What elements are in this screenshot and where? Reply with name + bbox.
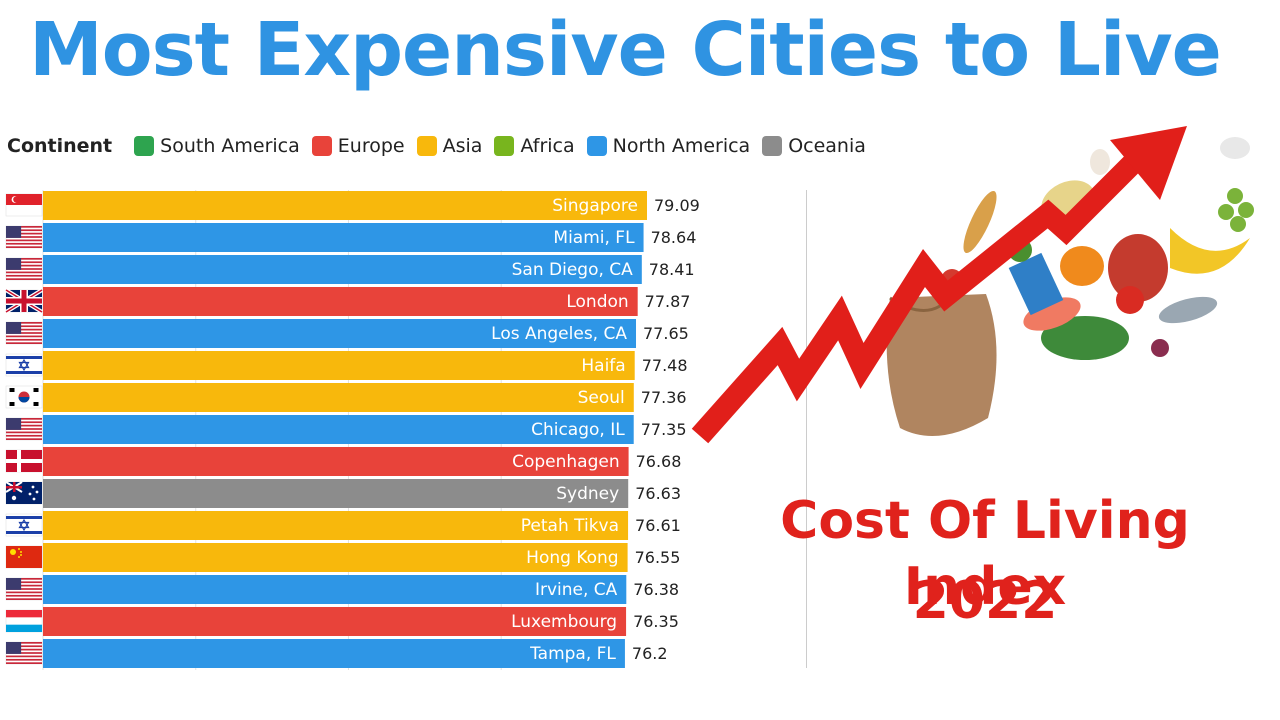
legend-label: Europe — [337, 135, 405, 157]
bar-chart: Singapore 79.09 Miami, FL 78.64 San Diego, C… — [4, 190, 700, 670]
value-label: 77.48 — [642, 356, 688, 375]
legend-label: Asia — [442, 135, 483, 157]
rising-prices-illustration — [691, 126, 1254, 444]
bar-label: London — [566, 292, 628, 312]
legend-label: South America — [160, 135, 300, 157]
bar-label: Miami, FL — [553, 228, 635, 248]
legend-title: Continent — [7, 135, 113, 157]
bar — [43, 511, 629, 540]
bar — [43, 415, 634, 444]
legend-swatch — [762, 136, 783, 156]
value-label: 78.64 — [651, 228, 697, 247]
value-label: 76.68 — [636, 452, 682, 471]
bar-label: Haifa — [581, 356, 625, 376]
israel-flag-icon — [5, 513, 43, 537]
bar — [43, 191, 647, 220]
value-label: 76.55 — [635, 548, 681, 567]
panel-divider — [806, 190, 807, 668]
bar — [43, 319, 637, 348]
legend-label: North America — [612, 135, 751, 157]
legend-item-asia[interactable]: Asia — [416, 135, 483, 157]
bar — [43, 575, 627, 604]
usa-flag-icon — [5, 257, 43, 281]
bar-label: Copenhagen — [512, 452, 620, 472]
legend-label: Oceania — [788, 135, 866, 157]
value-label: 77.65 — [643, 324, 689, 343]
legend-item-north-america[interactable]: North America — [586, 135, 751, 157]
bar-label: Tampa, FL — [529, 644, 616, 664]
index-headline: Cost Of Living Index — [780, 491, 1190, 617]
bar-label: Irvine, CA — [535, 580, 618, 600]
bar — [43, 351, 635, 380]
denmark-flag-icon — [5, 449, 43, 473]
legend-swatch — [586, 136, 607, 156]
bar — [43, 639, 625, 668]
bar — [43, 287, 638, 316]
bar — [43, 447, 629, 476]
bar — [43, 479, 629, 508]
bar-label: Singapore — [552, 196, 638, 216]
value-label: 77.35 — [641, 420, 687, 439]
bar-label: Seoul — [578, 388, 625, 408]
bar — [43, 543, 628, 572]
legend-item-south-america[interactable]: South America — [134, 135, 300, 157]
bar-label: Sydney — [556, 484, 619, 504]
luxembourg-flag-icon — [5, 609, 43, 633]
legend-swatch — [134, 136, 155, 156]
legend-item-africa[interactable]: Africa — [494, 135, 575, 157]
value-label: 78.41 — [649, 260, 695, 279]
value-label: 79.09 — [654, 196, 700, 215]
legend: Continent South America Europe Asia Afri… — [7, 133, 878, 159]
israel-flag-icon — [5, 353, 43, 377]
grocery-items — [941, 137, 1254, 360]
usa-flag-icon — [5, 225, 43, 249]
south-korea-flag-icon — [5, 385, 43, 409]
page-title: Most Expensive Cities to Live — [29, 7, 1222, 93]
bar-label: Los Angeles, CA — [491, 324, 627, 344]
value-label: 76.61 — [635, 516, 681, 535]
legend-item-europe[interactable]: Europe — [311, 135, 405, 157]
legend-swatch — [416, 136, 437, 156]
australia-flag-icon — [5, 481, 43, 505]
trend-arrow — [691, 150, 1146, 444]
bar — [43, 223, 644, 252]
usa-flag-icon — [5, 641, 43, 665]
bar — [43, 255, 642, 284]
usa-flag-icon — [5, 577, 43, 601]
bar-label: Petah Tikva — [521, 516, 619, 536]
index-year: 2022 — [912, 571, 1058, 631]
legend-swatch — [311, 136, 332, 156]
bar — [43, 607, 627, 636]
bar-label: Hong Kong — [526, 548, 618, 568]
legend-label: Africa — [520, 135, 575, 157]
usa-flag-icon — [5, 417, 43, 441]
legend-item-oceania[interactable]: Oceania — [762, 135, 866, 157]
bar-label: Luxembourg — [511, 612, 617, 632]
legend-swatch — [494, 136, 515, 156]
bar-label: Chicago, IL — [531, 420, 625, 440]
usa-flag-icon — [5, 321, 43, 345]
bar-label: San Diego, CA — [512, 260, 634, 280]
value-label: 77.36 — [641, 388, 687, 407]
arrow-head-icon — [1110, 126, 1187, 200]
value-label: 76.35 — [633, 612, 679, 631]
uk-flag-icon — [4, 288, 44, 314]
bar — [43, 383, 634, 412]
value-label: 76.63 — [635, 484, 681, 503]
value-label: 76.38 — [633, 580, 679, 599]
paper-bag-icon — [886, 294, 997, 436]
value-label: 77.87 — [645, 292, 691, 311]
singapore-flag-icon — [5, 193, 43, 217]
value-label: 76.2 — [632, 644, 668, 663]
china-flag-icon — [5, 545, 43, 569]
